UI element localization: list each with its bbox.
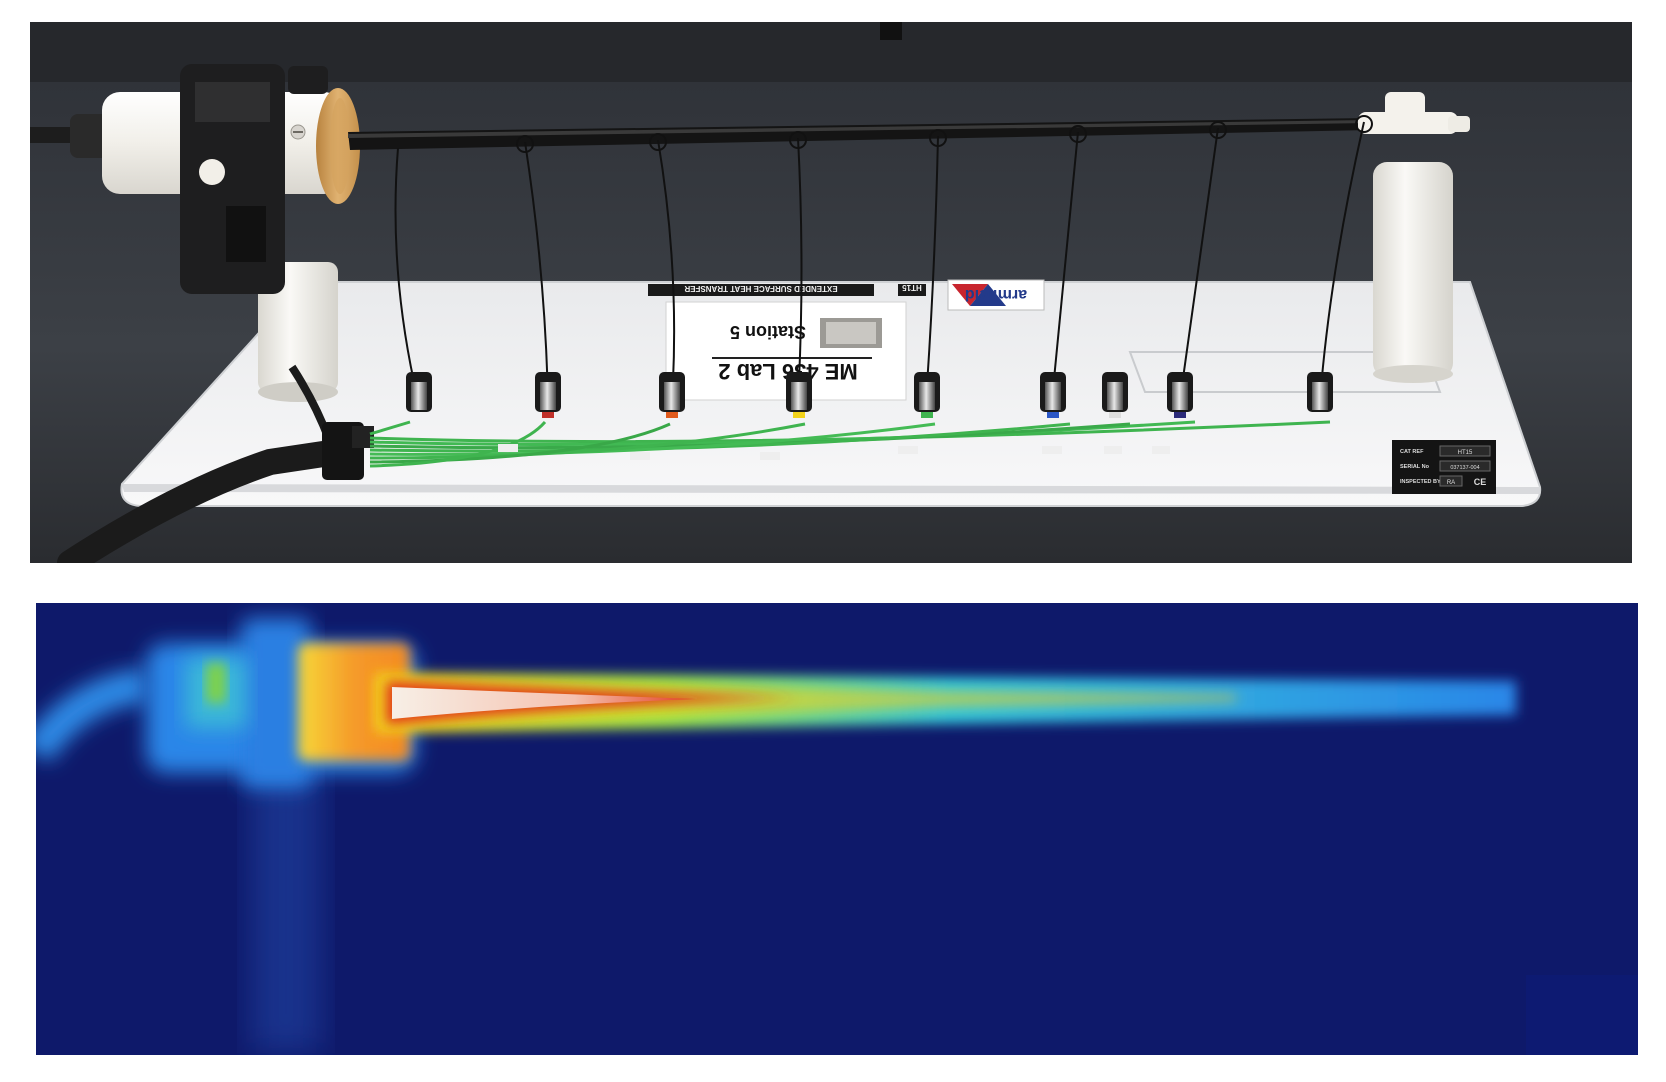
thermal-image — [36, 603, 1638, 1055]
heater-housing — [30, 64, 360, 294]
brand-text: armfield — [965, 286, 1027, 303]
thermal-fin — [376, 673, 1516, 733]
equipment-label-text: EXTENDED SURFACE HEAT TRANSFER — [684, 284, 837, 293]
equipment-label: EXTENDED SURFACE HEAT TRANSFER HT15 — [648, 283, 926, 296]
thermocouple-8 — [1167, 121, 1227, 418]
thermocouple-4 — [786, 131, 812, 418]
right-support-post — [1358, 92, 1470, 383]
thermocouple-3 — [649, 133, 685, 418]
inspected-label: INSPECTED BY — [1400, 479, 1441, 485]
thermocouple-9 — [1307, 115, 1373, 412]
cat-ref-value: HT15 — [1458, 450, 1473, 456]
thermocouple-5 — [914, 129, 947, 418]
thermal-post-glow — [251, 753, 321, 1053]
serial-plate: CAT REF HT15 SERIAL No 037137-004 INSPEC… — [1392, 440, 1496, 494]
thermal-corner-patch — [1526, 975, 1638, 1055]
brand-logo: armfield — [947, 279, 1045, 311]
left-support-post — [258, 262, 338, 402]
bench-object — [880, 22, 902, 40]
apparatus-photo: EXTENDED SURFACE HEAT TRANSFER HT15 armf… — [30, 22, 1632, 563]
cat-ref-label: CAT REF — [1400, 449, 1424, 455]
serial-label: SERIAL No — [1400, 464, 1430, 470]
ce-mark: CE — [1474, 477, 1487, 487]
lab-card-station: Station 5 — [730, 322, 806, 342]
thermocouple-2 — [516, 135, 561, 418]
wire-harness — [369, 420, 1331, 468]
apparatus-photo-svg: EXTENDED SURFACE HEAT TRANSFER HT15 armf… — [30, 22, 1632, 563]
thermocouple-1 — [394, 147, 432, 412]
fin-rod — [348, 118, 1372, 150]
serial-value: 037137-004 — [1450, 465, 1479, 471]
thermocouple-cable — [57, 364, 374, 563]
thermal-image-svg — [36, 603, 1638, 1055]
thermocouple-6 — [1040, 125, 1087, 418]
thermal-cable — [36, 668, 149, 763]
inspected-value: RA — [1447, 480, 1455, 486]
thermocouple-7 — [1102, 372, 1128, 418]
model-tag-text: HT15 — [902, 283, 922, 292]
